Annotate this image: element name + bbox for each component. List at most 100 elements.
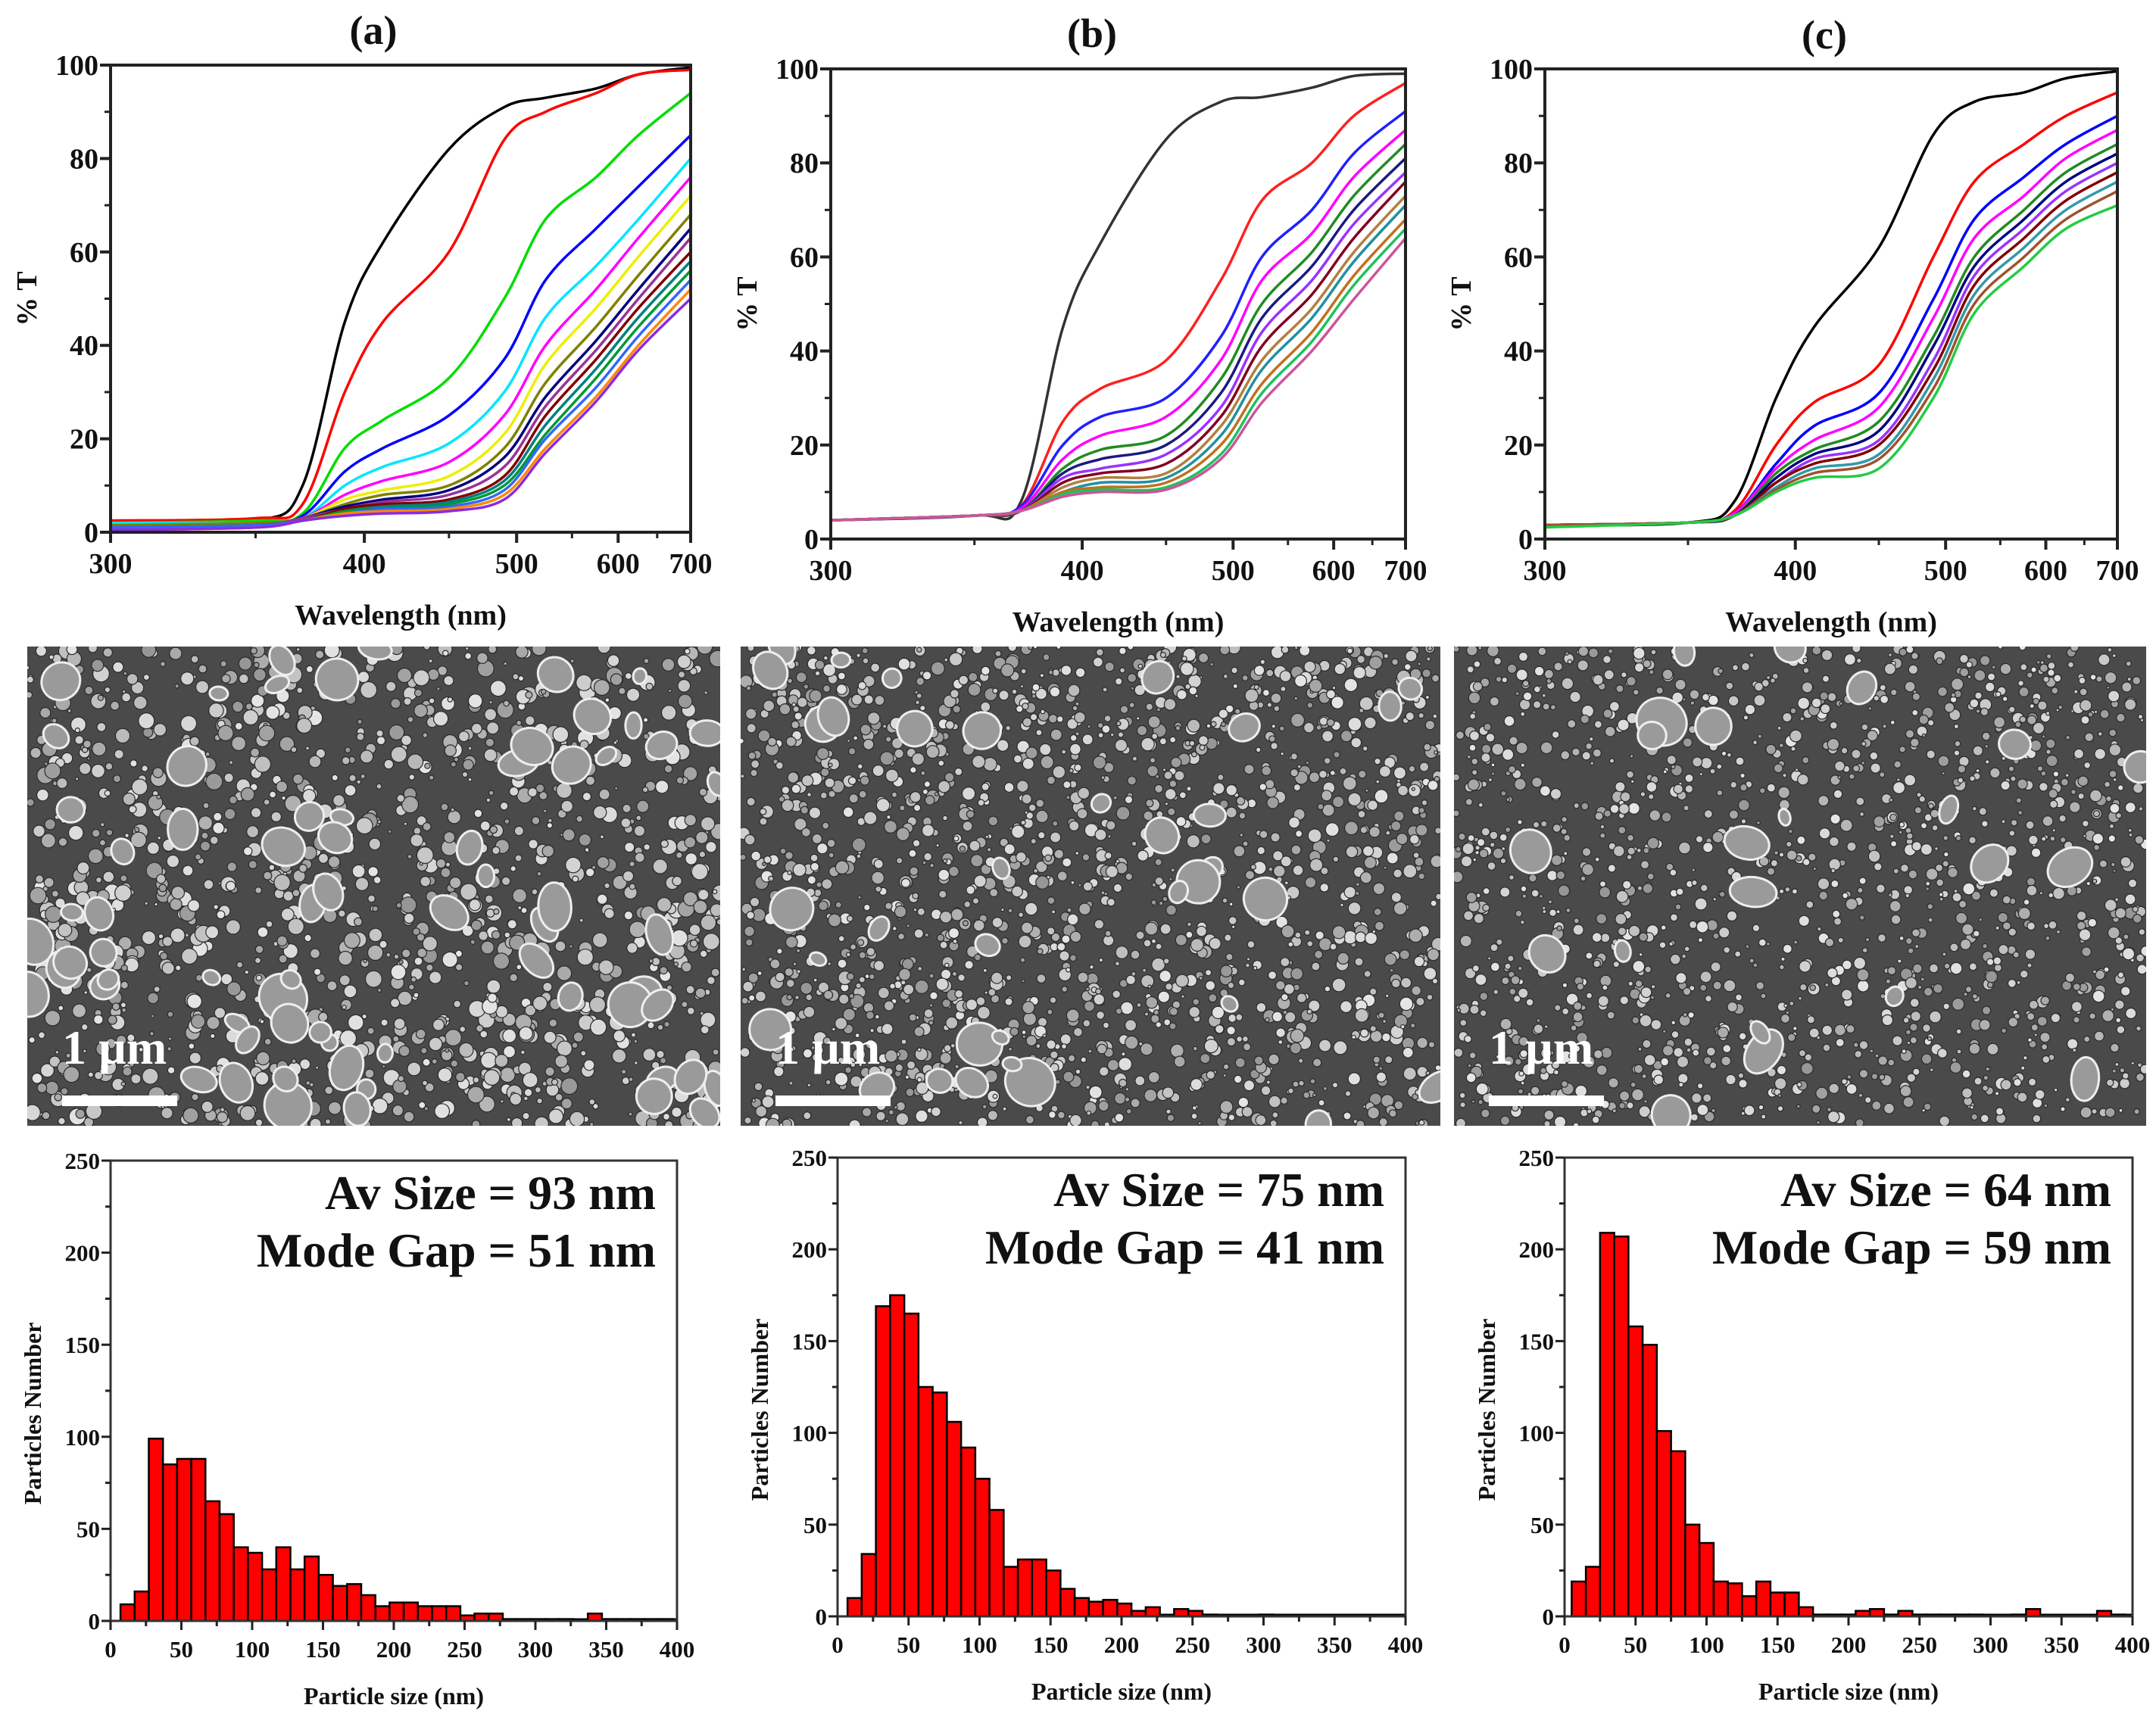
particle [1885,978,1892,984]
particle [479,820,491,832]
particle [1028,647,1034,650]
particle [488,700,493,705]
particle [122,1066,133,1077]
particle [944,657,949,662]
particle [1515,909,1523,918]
particle [279,736,295,752]
particle [699,949,708,958]
particle [1326,838,1331,843]
particle [996,739,1009,752]
particle [1632,960,1646,974]
particle [1725,1074,1736,1086]
particle [1066,718,1078,730]
particle [1801,681,1814,693]
spectrum-line [1544,142,2118,527]
particle [1130,949,1140,960]
particle [1072,1027,1083,1037]
particle [1371,929,1377,934]
particle [2114,937,2123,945]
particle [512,673,519,681]
particle [889,983,896,990]
particle [591,932,608,949]
particle [821,878,833,890]
particle [1726,910,1738,922]
particle [966,809,975,819]
particle [1911,709,1919,717]
large-particle [510,726,554,767]
particle [1999,662,2012,675]
particle [791,784,801,794]
large-particle [167,807,199,851]
particle [1467,834,1475,842]
particle [788,1046,794,1052]
particle [126,1033,136,1042]
particle [1464,1035,1472,1043]
particle [2103,966,2110,973]
particle [1482,903,1490,912]
particle [966,885,975,895]
particle [1060,665,1072,676]
particle [1077,787,1090,800]
particle [524,715,535,726]
y-axis-label: % T [1446,276,1477,331]
particle [1105,865,1119,878]
particle [317,852,329,864]
particle [1455,846,1462,852]
particle [270,811,282,823]
particle [1007,1046,1012,1052]
particle [1833,1024,1846,1036]
particle [1585,742,1593,750]
particle [1835,1038,1845,1048]
particle [1649,809,1661,821]
particle [2115,1017,2122,1024]
particle [1383,653,1390,659]
particle [863,694,874,705]
particle [1596,912,1608,924]
particle [1995,690,2002,697]
particle [1373,907,1382,917]
large-particle [1723,824,1771,861]
particle [1119,647,1127,656]
particle [1642,883,1654,894]
particle [686,1006,695,1015]
particle [428,697,435,705]
particle [1140,974,1155,989]
particle [791,702,797,707]
particle [1646,781,1658,793]
particle [1393,766,1407,780]
particle [2041,1043,2048,1051]
panel-label: (a) [350,8,398,53]
particle [467,777,473,782]
particle [797,697,808,708]
particle [36,788,49,802]
particle [115,1034,127,1046]
particle [908,849,917,858]
particle [1778,852,1785,858]
particle [1788,828,1793,834]
particle [682,891,698,907]
particle [1333,1040,1348,1055]
particle [1592,748,1602,758]
particle [1717,1027,1729,1039]
particle [1760,993,1767,999]
particle [1375,1071,1387,1083]
particle [1114,677,1123,686]
particle [1517,1088,1524,1095]
particle [1426,993,1434,1001]
particle [2008,927,2017,937]
large-particle [1144,816,1181,855]
particle [622,803,632,814]
particle [1093,993,1106,1005]
particle [1035,860,1048,874]
particle [51,718,58,724]
particle [231,735,247,751]
particle [820,767,830,778]
particle [1163,771,1173,781]
particle [885,736,892,743]
particle [1864,1096,1872,1104]
particle [296,718,313,734]
particle [816,842,828,855]
particle [1840,989,1853,1001]
spectrum-line [1544,70,2118,527]
particle [1980,1114,1989,1124]
